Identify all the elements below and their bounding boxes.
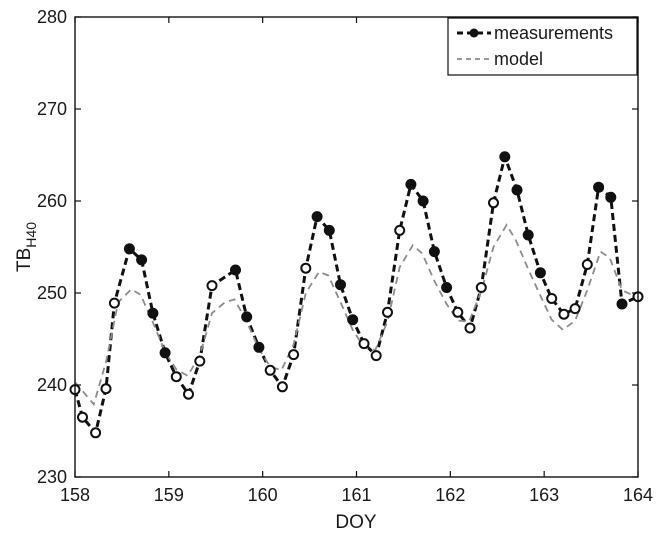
legend: measurements model (447, 17, 638, 76)
measurement-markers (69, 151, 644, 439)
x-axis-ticks: 158 159 160 161 162 163 164 (60, 17, 653, 505)
x-axis-label: DOY (335, 512, 377, 533)
y-tick-label: 280 (37, 7, 67, 27)
measurement-point (300, 262, 312, 274)
measurement-point (534, 267, 546, 279)
x-tick-label: 161 (341, 485, 371, 505)
measurement-point (323, 224, 335, 236)
measurement-point (428, 246, 440, 258)
measurement-point (276, 381, 288, 393)
measurement-point (370, 350, 382, 362)
y-axis-label: TBH40 (14, 222, 39, 272)
x-tick-label: 160 (248, 485, 278, 505)
measurement-point (194, 355, 206, 367)
x-tick-label: 158 (60, 485, 90, 505)
legend-box (447, 17, 638, 76)
measurement-point (347, 314, 359, 326)
measurement-point (605, 191, 617, 203)
measurement-point (569, 303, 581, 315)
y-axis-ticks: 230 240 250 260 270 280 (37, 7, 638, 487)
measurement-point (90, 427, 102, 439)
measurement-point (358, 338, 370, 350)
y-tick-label: 260 (37, 191, 67, 211)
y-tick-label: 230 (37, 467, 67, 487)
measurement-point (441, 282, 453, 293)
measurement-point (264, 364, 276, 376)
x-tick-label: 162 (435, 485, 465, 505)
measurement-point (230, 264, 241, 276)
x-tick-label: 159 (154, 485, 184, 505)
measurement-point (183, 388, 194, 400)
measurement-point (206, 280, 218, 292)
legend-measurements-marker (469, 28, 479, 38)
measurement-point (241, 311, 253, 323)
measurement-point (593, 181, 605, 193)
legend-measurements-label: measurements (494, 23, 613, 43)
measurement-point (288, 349, 300, 361)
measurement-point (77, 411, 88, 423)
measurement-point (123, 243, 135, 255)
plot-area-frame (74, 16, 639, 478)
model-line-layer (74, 223, 639, 407)
y-tick-label: 250 (37, 283, 67, 303)
y-axis-label-main: TB (14, 248, 35, 272)
measurement-point (108, 297, 120, 309)
measurement-point (511, 184, 523, 196)
measurement-point (136, 254, 148, 266)
measurement-point (159, 347, 171, 359)
measurement-point (464, 322, 476, 334)
measurement-point (394, 224, 406, 236)
measurement-point (382, 306, 393, 318)
x-tick-label: 164 (623, 485, 653, 505)
measurement-point (147, 307, 159, 319)
measurement-point (522, 229, 534, 241)
y-tick-label: 270 (37, 99, 67, 119)
measurement-point (452, 306, 464, 318)
measurement-point (417, 195, 429, 207)
measurement-point (499, 151, 511, 163)
measurement-point (581, 259, 593, 270)
measurement-point (546, 293, 558, 304)
measurement-point (253, 341, 265, 353)
measurement-point (170, 371, 182, 383)
measurement-point (475, 282, 487, 293)
legend-model-label: model (494, 49, 543, 69)
measurement-point (100, 383, 112, 395)
series-model-line (74, 223, 639, 407)
measurement-point (405, 178, 417, 190)
measurement-point (311, 211, 323, 223)
x-tick-label: 163 (529, 485, 559, 505)
y-tick-label: 240 (37, 375, 67, 395)
measurement-point (488, 197, 499, 209)
measurement-point (335, 279, 346, 291)
measurement-point (616, 298, 628, 310)
y-axis-label-subscript: H40 (23, 222, 39, 248)
measurement-point (558, 308, 570, 320)
svg-text:TBH40: TBH40 (14, 222, 39, 272)
